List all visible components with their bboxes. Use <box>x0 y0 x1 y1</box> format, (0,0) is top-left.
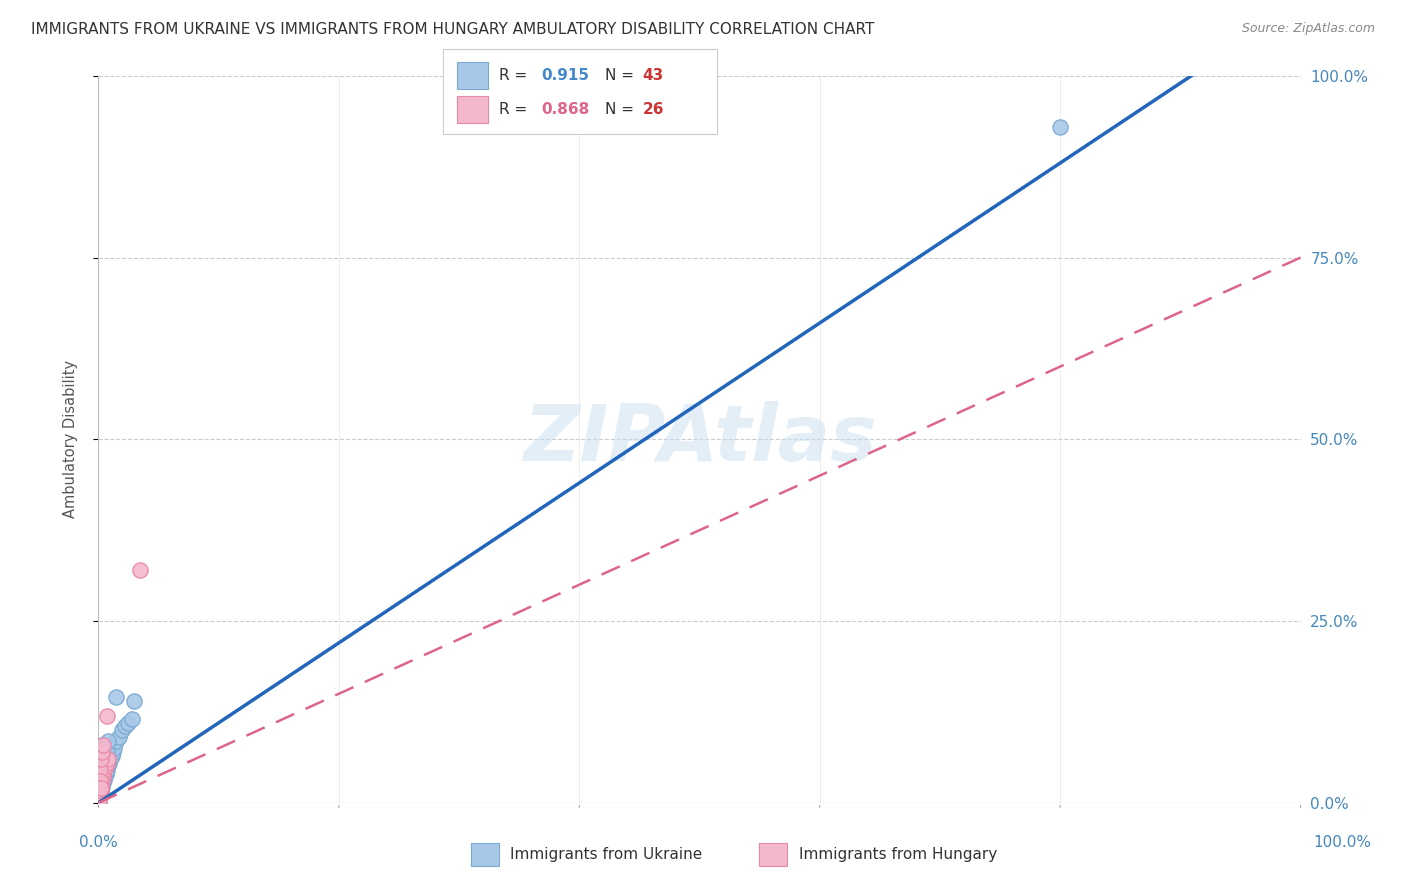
Point <box>96 765 118 780</box>
Point <box>91 778 114 792</box>
Y-axis label: Ambulatory Disability: Ambulatory Disability <box>63 360 77 518</box>
Point <box>87 791 110 805</box>
Text: Immigrants from Hungary: Immigrants from Hungary <box>799 847 997 862</box>
Text: Immigrants from Ukraine: Immigrants from Ukraine <box>510 847 703 862</box>
Point <box>94 766 117 780</box>
Point <box>90 782 112 797</box>
Point <box>117 715 139 730</box>
Point <box>89 782 111 797</box>
Text: 0.915: 0.915 <box>541 69 589 83</box>
Point <box>87 793 110 807</box>
Point <box>91 748 114 763</box>
Point <box>91 766 114 780</box>
Point <box>101 745 124 759</box>
Point <box>87 794 110 808</box>
Point <box>105 690 128 705</box>
Text: N =: N = <box>605 69 638 83</box>
Point <box>89 759 111 773</box>
Point <box>89 789 111 803</box>
Point <box>90 780 112 794</box>
Point <box>100 748 122 763</box>
Point <box>89 786 111 800</box>
Point <box>105 734 128 748</box>
Point <box>100 752 122 766</box>
Text: R =: R = <box>499 69 533 83</box>
Point <box>94 752 117 766</box>
Point <box>89 787 111 801</box>
Point <box>96 756 118 770</box>
Point <box>89 789 111 803</box>
Text: 0.868: 0.868 <box>541 103 589 117</box>
Point <box>90 781 112 796</box>
Text: 26: 26 <box>643 103 664 117</box>
Point <box>91 738 114 752</box>
Point <box>124 694 146 708</box>
Point <box>90 780 112 794</box>
Text: IMMIGRANTS FROM UKRAINE VS IMMIGRANTS FROM HUNGARY AMBULATORY DISABILITY CORRELA: IMMIGRANTS FROM UKRAINE VS IMMIGRANTS FR… <box>31 22 875 37</box>
Point <box>87 792 110 806</box>
Point <box>91 770 114 784</box>
Point <box>91 745 114 759</box>
Point <box>90 782 112 797</box>
Point <box>103 741 125 756</box>
Point <box>108 731 131 745</box>
Point <box>89 763 111 777</box>
Text: 0.0%: 0.0% <box>79 836 118 850</box>
Text: N =: N = <box>605 103 638 117</box>
Point <box>89 789 111 804</box>
Point <box>90 782 112 797</box>
Point <box>94 768 117 782</box>
Point <box>90 778 112 792</box>
Point <box>93 763 115 777</box>
Text: R =: R = <box>499 103 533 117</box>
Point <box>89 788 111 802</box>
Point <box>97 752 120 766</box>
Point <box>91 774 114 789</box>
Point <box>111 723 134 737</box>
Point <box>97 758 120 772</box>
Point <box>89 789 111 804</box>
Text: Source: ZipAtlas.com: Source: ZipAtlas.com <box>1241 22 1375 36</box>
Point <box>94 759 117 773</box>
Point <box>90 781 112 796</box>
Point <box>97 734 120 748</box>
Point <box>93 741 115 756</box>
Point <box>96 763 118 777</box>
Point <box>114 719 136 733</box>
Point <box>96 759 118 773</box>
Text: ZIPAtlas: ZIPAtlas <box>523 401 876 477</box>
Point <box>129 563 152 577</box>
Point <box>90 752 112 766</box>
Point <box>91 774 114 789</box>
Point <box>89 785 111 799</box>
Point <box>121 712 143 726</box>
Point <box>89 774 111 789</box>
Point <box>1049 120 1071 134</box>
Point <box>91 775 114 789</box>
Point <box>93 770 115 784</box>
Text: 100.0%: 100.0% <box>1313 836 1372 850</box>
Point <box>90 785 112 799</box>
Point <box>96 745 118 759</box>
Point <box>96 708 118 723</box>
Text: 43: 43 <box>643 69 664 83</box>
Point <box>90 781 112 796</box>
Point <box>98 756 121 770</box>
Point <box>93 772 115 787</box>
Point <box>91 738 114 752</box>
